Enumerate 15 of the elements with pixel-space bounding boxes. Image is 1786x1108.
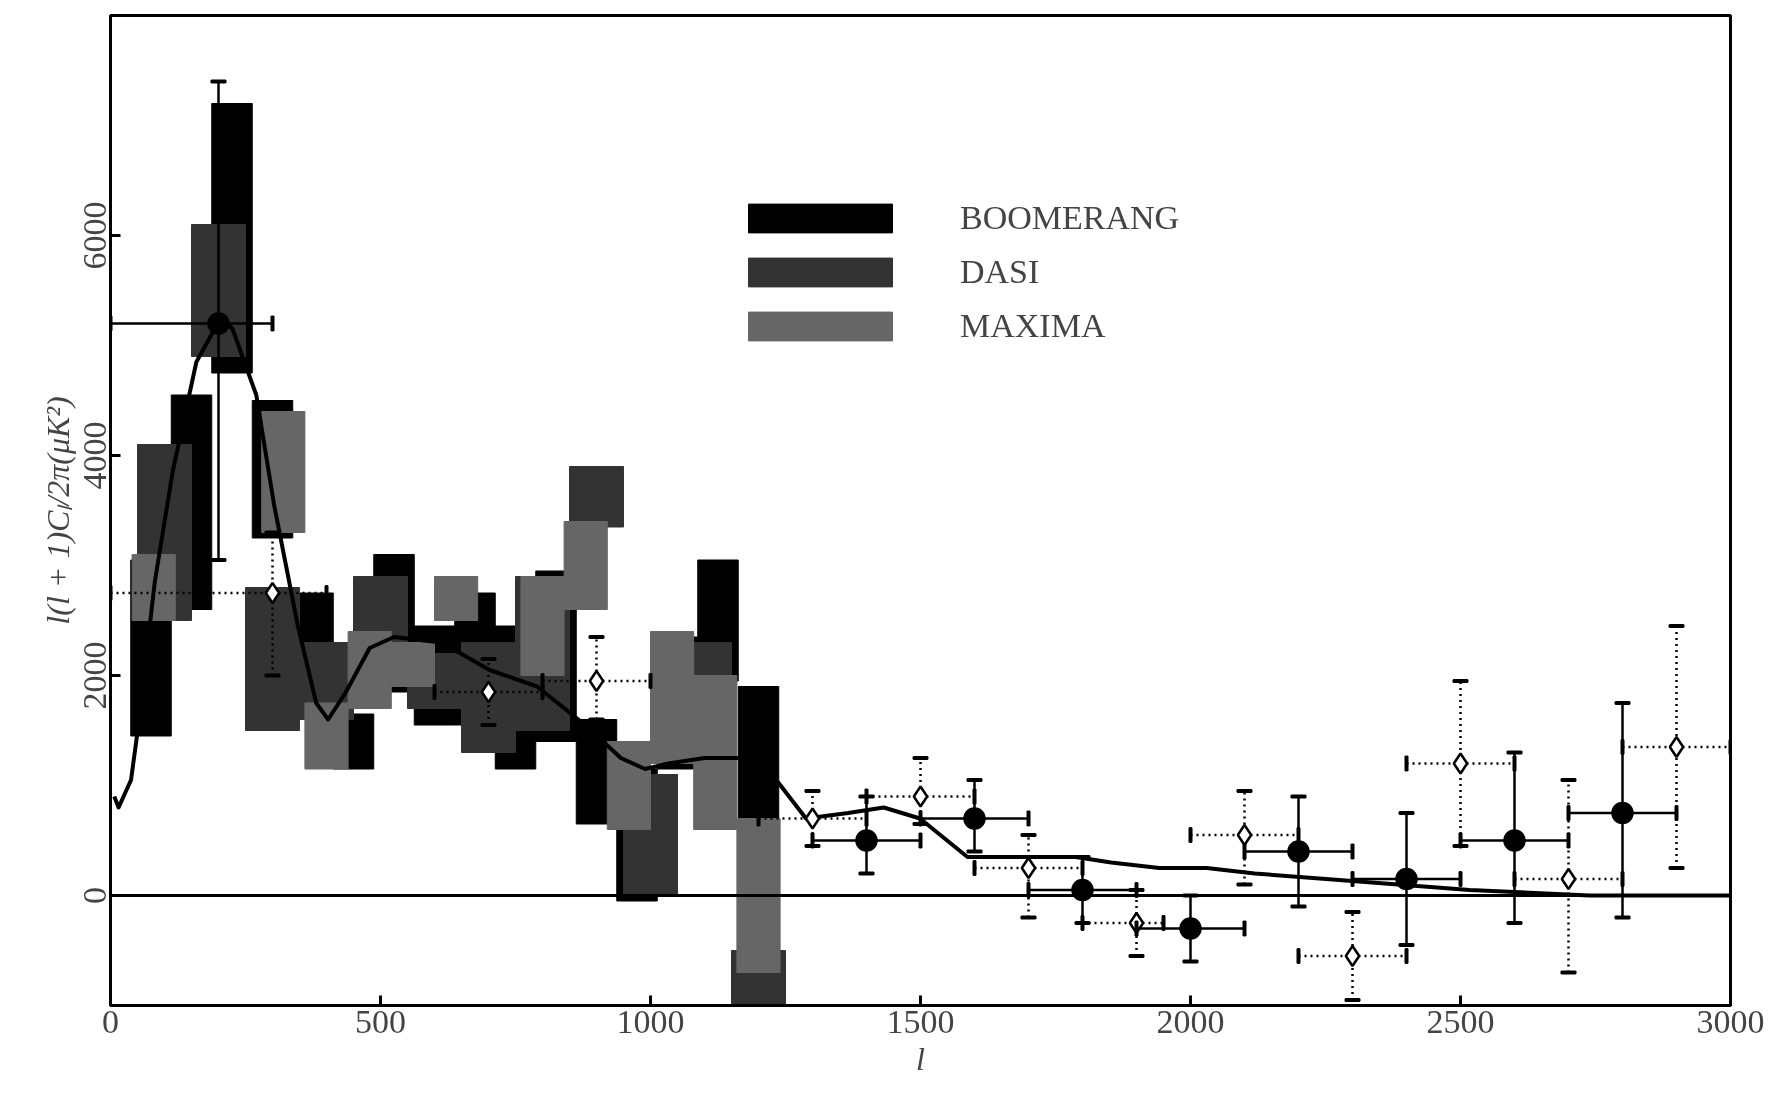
y-tick-label: 4000 <box>75 421 113 490</box>
x-tick-label: 1000 <box>616 1002 685 1040</box>
x-tick-label: 2000 <box>1156 1002 1225 1040</box>
y-tick-label: 2000 <box>75 641 113 710</box>
x-axis-title: l <box>916 1040 926 1077</box>
legend-label: MAXIMA <box>960 307 1106 345</box>
x-tick-label: 3000 <box>1696 1002 1765 1040</box>
legend-label: DASI <box>960 253 1040 291</box>
x-tick-label: 1500 <box>886 1002 955 1040</box>
legend-label: BOOMERANG <box>960 199 1180 237</box>
y-tick-label: 6000 <box>75 201 113 270</box>
x-tick-label: 2500 <box>1426 1002 1495 1040</box>
y-tick-label: 0 <box>75 887 113 904</box>
x-tick-label: 500 <box>355 1002 406 1040</box>
y-axis-title: l(l + 1)Cₗ/2π(μK²) <box>39 396 76 625</box>
